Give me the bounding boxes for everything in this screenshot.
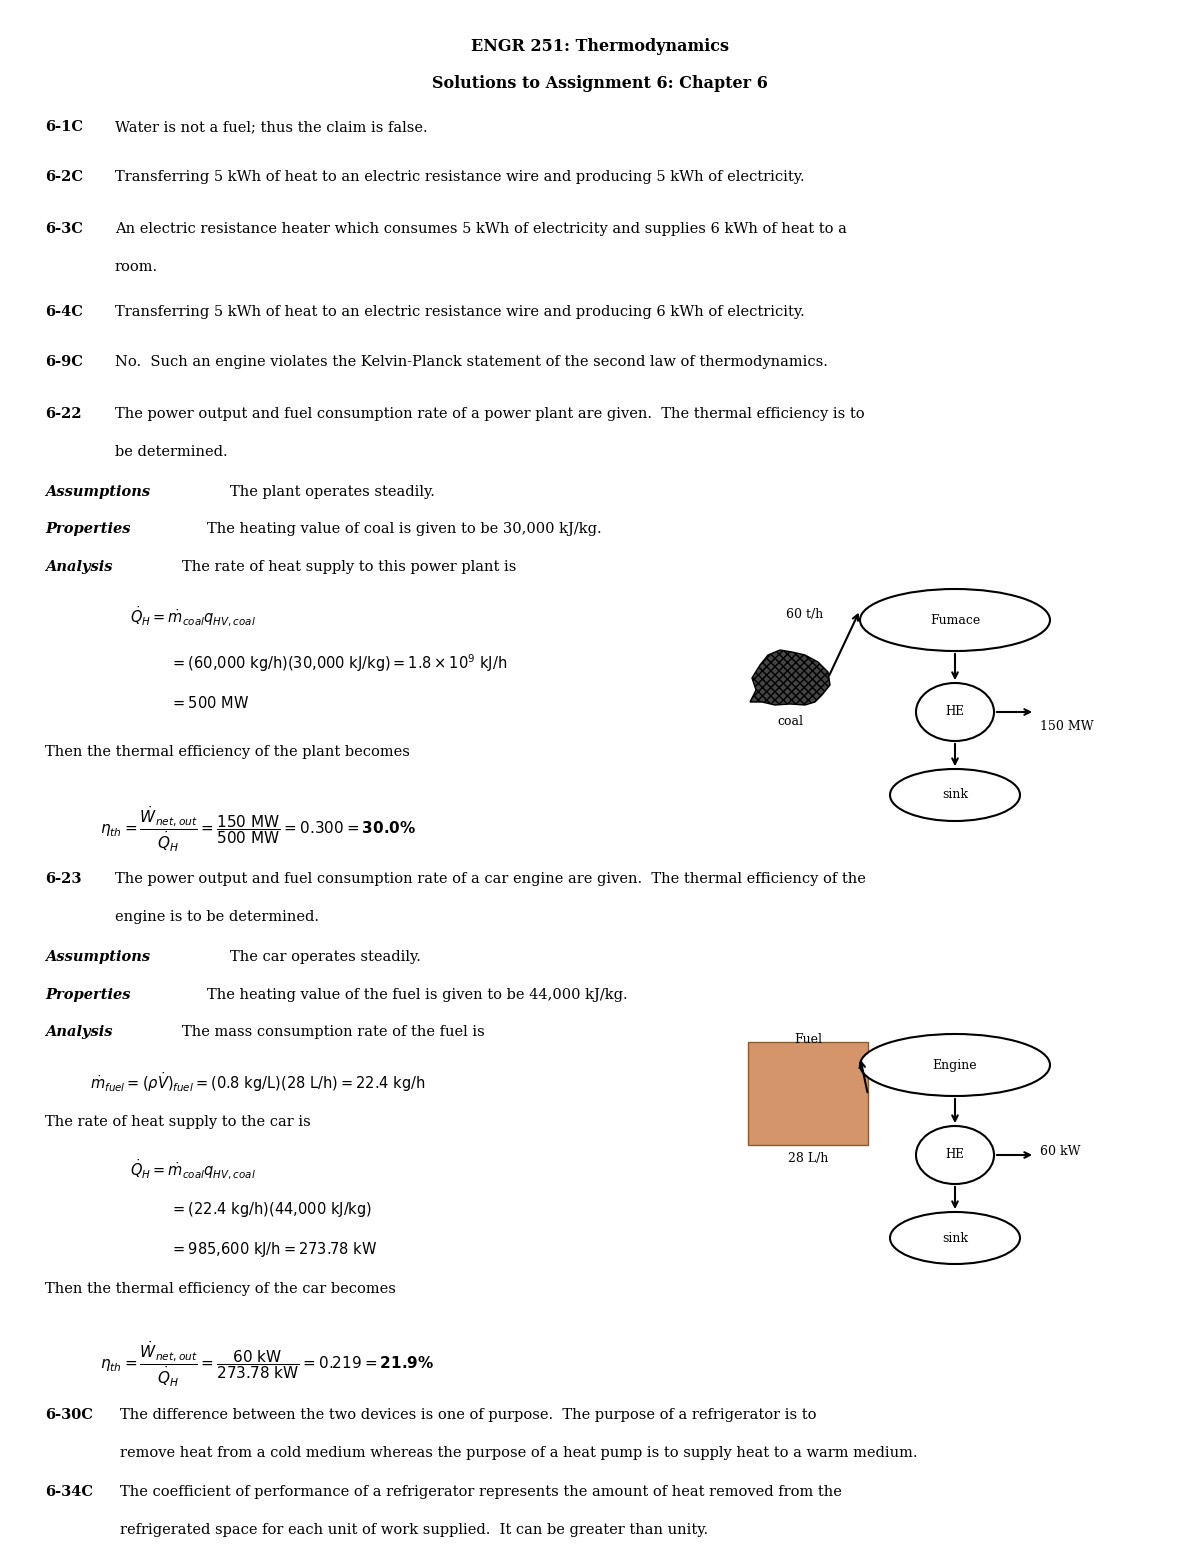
- Text: room.: room.: [115, 259, 158, 273]
- Text: The rate of heat supply to this power plant is: The rate of heat supply to this power pl…: [182, 561, 516, 575]
- Ellipse shape: [860, 1034, 1050, 1096]
- Text: Properties: Properties: [46, 988, 131, 1002]
- Text: remove heat from a cold medium whereas the purpose of a heat pump is to supply h: remove heat from a cold medium whereas t…: [120, 1446, 918, 1460]
- Text: The difference between the two devices is one of purpose.  The purpose of a refr: The difference between the two devices i…: [120, 1409, 816, 1423]
- Text: Solutions to Assignment 6: Chapter 6: Solutions to Assignment 6: Chapter 6: [432, 75, 768, 92]
- Ellipse shape: [890, 1211, 1020, 1264]
- Text: sink: sink: [942, 1232, 968, 1244]
- Text: 6-30C: 6-30C: [46, 1409, 92, 1423]
- Text: 60 t/h: 60 t/h: [786, 609, 823, 621]
- Text: HE: HE: [946, 705, 965, 719]
- Text: Assumptions: Assumptions: [46, 950, 150, 964]
- Text: The coefficient of performance of a refrigerator represents the amount of heat r: The coefficient of performance of a refr…: [120, 1485, 842, 1499]
- Text: coal: coal: [778, 714, 803, 728]
- Text: be determined.: be determined.: [115, 446, 228, 460]
- Text: sink: sink: [942, 789, 968, 801]
- Text: The car operates steadily.: The car operates steadily.: [230, 950, 421, 964]
- Text: 60 kW: 60 kW: [1040, 1145, 1080, 1159]
- Text: Analysis: Analysis: [46, 1025, 113, 1039]
- Text: Fumace: Fumace: [930, 613, 980, 626]
- Text: ENGR 251: Thermodynamics: ENGR 251: Thermodynamics: [470, 37, 730, 54]
- Text: The rate of heat supply to the car is: The rate of heat supply to the car is: [46, 1115, 311, 1129]
- Text: 150 MW: 150 MW: [1040, 721, 1093, 733]
- Text: $\dot{m}_{fuel} = (\rho\dot{V})_{fuel} = (0.8\ \mathrm{kg/L})(28\ \mathrm{L/h}) : $\dot{m}_{fuel} = (\rho\dot{V})_{fuel} =…: [90, 1070, 426, 1093]
- Text: 6-22: 6-22: [46, 407, 82, 421]
- Text: $\eta_{th} = \dfrac{\dot{W}_{net,out}}{\dot{Q}_H} = \dfrac{60\ \mathrm{kW}}{273.: $\eta_{th} = \dfrac{\dot{W}_{net,out}}{\…: [100, 1340, 434, 1390]
- Text: $\eta_{th} = \dfrac{\dot{W}_{net,out}}{\dot{Q}_H} = \dfrac{150\ \mathrm{MW}}{500: $\eta_{th} = \dfrac{\dot{W}_{net,out}}{\…: [100, 804, 416, 854]
- Text: $= 985{,}600\ \mathrm{kJ/h} = 273.78\ \mathrm{kW}$: $= 985{,}600\ \mathrm{kJ/h} = 273.78\ \m…: [170, 1239, 377, 1259]
- Ellipse shape: [860, 589, 1050, 651]
- Ellipse shape: [916, 1126, 994, 1183]
- Text: Fuel: Fuel: [794, 1033, 822, 1047]
- Text: Then the thermal efficiency of the car becomes: Then the thermal efficiency of the car b…: [46, 1281, 396, 1297]
- Text: 6-9C: 6-9C: [46, 356, 83, 370]
- Text: 6-2C: 6-2C: [46, 169, 83, 183]
- Text: 6-1C: 6-1C: [46, 120, 83, 134]
- Text: An electric resistance heater which consumes 5 kWh of electricity and supplies 6: An electric resistance heater which cons…: [115, 222, 847, 236]
- Text: Properties: Properties: [46, 522, 131, 536]
- Text: Analysis: Analysis: [46, 561, 113, 575]
- Text: engine is to be determined.: engine is to be determined.: [115, 910, 319, 924]
- Text: The power output and fuel consumption rate of a power plant are given.  The ther: The power output and fuel consumption ra…: [115, 407, 865, 421]
- Polygon shape: [750, 651, 830, 705]
- Text: The mass consumption rate of the fuel is: The mass consumption rate of the fuel is: [182, 1025, 485, 1039]
- Text: 6-3C: 6-3C: [46, 222, 83, 236]
- Text: $= (60{,}000\ \mathrm{kg/h})(30{,}000\ \mathrm{kJ/kg}) = 1.8\times10^9\ \mathrm{: $= (60{,}000\ \mathrm{kg/h})(30{,}000\ \…: [170, 652, 508, 674]
- Text: Transferring 5 kWh of heat to an electric resistance wire and producing 6 kWh of: Transferring 5 kWh of heat to an electri…: [115, 304, 805, 318]
- Text: Then the thermal efficiency of the plant becomes: Then the thermal efficiency of the plant…: [46, 745, 410, 759]
- Ellipse shape: [890, 769, 1020, 822]
- Ellipse shape: [916, 683, 994, 741]
- Text: $= (22.4\ \mathrm{kg/h})(44{,}000\ \mathrm{kJ/kg})$: $= (22.4\ \mathrm{kg/h})(44{,}000\ \math…: [170, 1200, 372, 1219]
- Text: Water is not a fuel; thus the claim is false.: Water is not a fuel; thus the claim is f…: [115, 120, 427, 134]
- Text: Transferring 5 kWh of heat to an electric resistance wire and producing 5 kWh of: Transferring 5 kWh of heat to an electri…: [115, 169, 805, 183]
- Text: refrigerated space for each unit of work supplied.  It can be greater than unity: refrigerated space for each unit of work…: [120, 1523, 708, 1537]
- Text: 28 L/h: 28 L/h: [788, 1152, 828, 1165]
- Text: $\dot{Q}_H = \dot{m}_{coal}q_{HV,coal}$: $\dot{Q}_H = \dot{m}_{coal}q_{HV,coal}$: [130, 1159, 256, 1182]
- Text: The power output and fuel consumption rate of a car engine are given.  The therm: The power output and fuel consumption ra…: [115, 871, 866, 887]
- Text: $= 500\ \mathrm{MW}$: $= 500\ \mathrm{MW}$: [170, 696, 250, 711]
- Text: Engine: Engine: [932, 1059, 977, 1072]
- Text: 6-4C: 6-4C: [46, 304, 83, 318]
- Polygon shape: [748, 1042, 868, 1145]
- Text: The heating value of coal is given to be 30,000 kJ/kg.: The heating value of coal is given to be…: [206, 522, 601, 536]
- Text: HE: HE: [946, 1149, 965, 1162]
- Text: The heating value of the fuel is given to be 44,000 kJ/kg.: The heating value of the fuel is given t…: [206, 988, 628, 1002]
- Text: No.  Such an engine violates the Kelvin-Planck statement of the second law of th: No. Such an engine violates the Kelvin-P…: [115, 356, 828, 370]
- Text: $\dot{Q}_H = \dot{m}_{coal}q_{HV,coal}$: $\dot{Q}_H = \dot{m}_{coal}q_{HV,coal}$: [130, 606, 256, 629]
- Text: Assumptions: Assumptions: [46, 485, 150, 499]
- Text: 6-23: 6-23: [46, 871, 82, 887]
- Text: The plant operates steadily.: The plant operates steadily.: [230, 485, 434, 499]
- Text: 6-34C: 6-34C: [46, 1485, 94, 1499]
